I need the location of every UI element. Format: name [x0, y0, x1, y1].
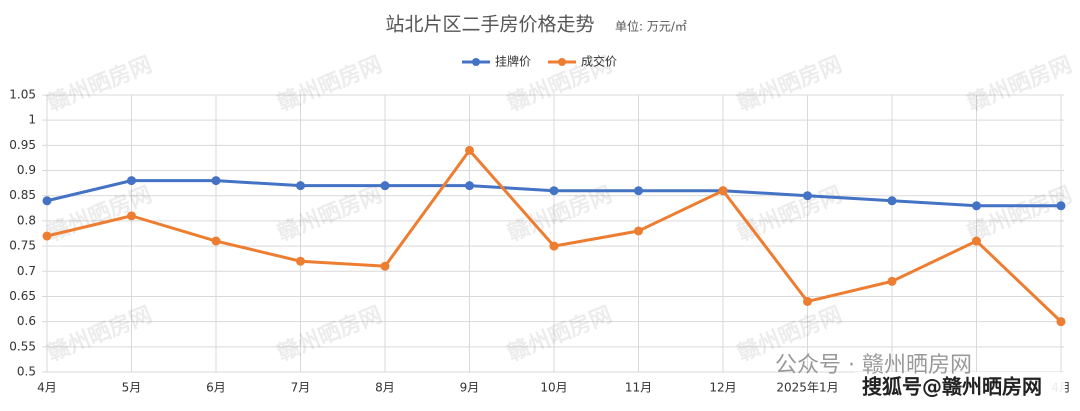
data-point — [42, 231, 52, 241]
legend-label: 挂牌价 — [495, 55, 531, 69]
data-point — [380, 261, 390, 271]
y-tick-label: 1 — [28, 113, 36, 127]
data-point — [211, 176, 221, 186]
data-point — [1056, 317, 1066, 327]
x-tick-label: 9月 — [460, 381, 480, 395]
x-tick-label: 4月 — [37, 381, 57, 395]
data-point — [887, 196, 897, 206]
data-point — [887, 276, 897, 286]
chart-title: 站北片区二手房价格走势 — [385, 14, 594, 36]
annotation-bg — [855, 372, 1065, 404]
data-point — [465, 181, 474, 191]
data-point — [718, 186, 728, 196]
data-point — [549, 186, 559, 196]
data-point — [380, 181, 390, 191]
y-tick-label: 0.65 — [9, 289, 36, 303]
data-point — [127, 211, 136, 221]
data-point — [972, 236, 981, 246]
x-tick-label: 2025年1月 — [776, 381, 838, 395]
y-tick-label: 0.75 — [9, 239, 36, 253]
y-tick-label: 0.6 — [17, 314, 36, 328]
x-tick-label: 12月 — [709, 381, 736, 395]
y-tick-label: 0.5 — [17, 365, 36, 379]
y-tick-label: 0.85 — [9, 188, 36, 202]
legend-marker — [558, 58, 566, 66]
data-point — [296, 256, 305, 266]
y-tick-label: 1.05 — [9, 88, 36, 102]
data-point — [803, 296, 812, 306]
annotation: 公众号 · 赣州晒房网 — [775, 353, 972, 378]
data-point — [465, 145, 474, 155]
x-tick-label: 8月 — [375, 381, 395, 395]
y-tick-label: 0.8 — [17, 213, 36, 227]
legend-marker — [472, 58, 480, 66]
annotation: 搜狐号@赣州晒房网 — [862, 375, 1042, 399]
data-point — [127, 176, 136, 186]
data-point — [42, 196, 52, 206]
y-tick-label: 0.55 — [9, 339, 36, 353]
x-tick-label: 10月 — [540, 381, 567, 395]
x-tick-label: 11月 — [625, 381, 652, 395]
legend-label: 成交价 — [581, 54, 617, 69]
data-point — [634, 226, 643, 236]
data-point — [803, 191, 812, 201]
data-point — [634, 186, 643, 196]
data-point — [211, 236, 221, 246]
y-tick-label: 0.95 — [9, 138, 36, 152]
data-point — [296, 181, 305, 191]
data-point — [972, 201, 981, 211]
x-tick-label: 6月 — [206, 381, 226, 395]
x-tick-label: 7月 — [291, 381, 311, 395]
y-tick-label: 0.7 — [17, 264, 36, 278]
data-point — [1056, 201, 1066, 211]
data-point — [549, 241, 559, 251]
x-tick-label: 5月 — [122, 381, 142, 395]
y-tick-label: 0.9 — [17, 163, 36, 177]
chart-subtitle: 单位: 万元/㎡ — [615, 19, 687, 34]
